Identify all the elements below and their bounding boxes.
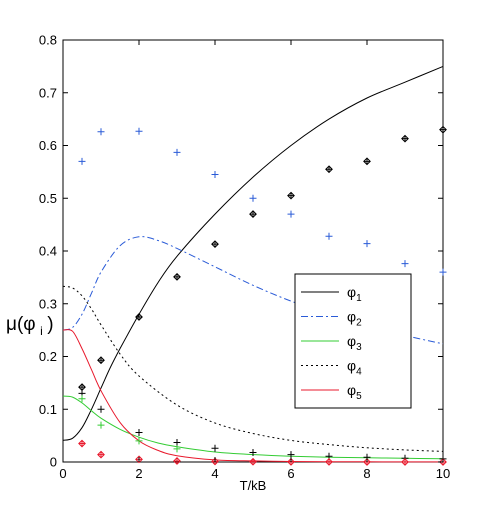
y-axis-label: μ(φ i )	[6, 314, 54, 339]
legend-entries: φ1 φ2 φ3 φ4 φ5	[301, 284, 362, 402]
data-point	[439, 268, 447, 276]
data-point	[78, 395, 86, 403]
data-point	[249, 457, 257, 466]
data-point	[249, 449, 257, 457]
data-point	[135, 313, 143, 321]
series-line-phi2	[62, 236, 444, 345]
data-point	[173, 272, 181, 281]
data-point	[211, 240, 219, 249]
data-point	[173, 445, 181, 453]
series-line-phi4	[62, 285, 444, 452]
legend-label-phi5: φ5	[347, 382, 362, 402]
series-line-phi5	[62, 329, 443, 463]
x-tick-label: 8	[363, 466, 370, 481]
data-point	[249, 194, 257, 202]
x-axis-ticks: 0 2 4 6 8 10	[59, 40, 450, 481]
y-tick-label: 0.2	[39, 349, 57, 364]
legend-label-phi1: φ1	[347, 284, 362, 304]
data-point	[211, 444, 219, 452]
phi1-diamond-markers	[78, 125, 447, 392]
y-axis-label-sub: i	[40, 324, 43, 338]
x-tick-label: 0	[59, 466, 66, 481]
series-line-phi1	[62, 65, 444, 441]
data-point	[173, 457, 181, 465]
x-axis-label: T/kB	[240, 478, 267, 493]
x-tick-label: 2	[135, 466, 142, 481]
x-tick-label: 4	[211, 466, 218, 481]
x-tick-label: 10	[436, 466, 450, 481]
data-point	[287, 210, 295, 218]
data-point	[325, 232, 333, 240]
x-tick-label: 6	[287, 466, 294, 481]
data-point	[249, 210, 257, 218]
data-point	[135, 127, 143, 135]
phi3-plus-markers	[78, 395, 181, 453]
series-line-phi3	[62, 395, 444, 460]
data-point	[97, 450, 105, 459]
data-point	[287, 191, 295, 200]
data-point	[78, 439, 86, 448]
y-tick-label: 0.3	[39, 296, 57, 311]
phi2-plus-markers	[78, 127, 447, 276]
data-point	[363, 240, 371, 248]
data-point	[363, 157, 371, 166]
data-point	[97, 421, 105, 429]
y-axis-label-main: μ(φ	[6, 314, 36, 335]
data-point	[211, 171, 219, 179]
data-point	[135, 428, 143, 436]
data-point	[401, 458, 409, 466]
data-point	[97, 405, 105, 413]
data-point	[173, 148, 181, 156]
y-tick-label: 0.6	[39, 138, 57, 153]
y-tick-label: 0.7	[39, 85, 57, 100]
legend-label-phi2: φ2	[347, 309, 362, 329]
data-point	[325, 165, 333, 174]
y-tick-label: 0	[50, 455, 57, 470]
data-point	[325, 457, 333, 466]
data-point	[401, 134, 409, 143]
legend-label-phi3: φ3	[347, 333, 362, 353]
y-tick-label: 0.1	[39, 402, 57, 417]
data-point	[97, 128, 105, 136]
data-point	[78, 157, 86, 165]
data-point	[135, 437, 143, 445]
y-axis-label-close: )	[47, 314, 53, 335]
data-point	[97, 356, 105, 365]
data-point	[439, 125, 447, 134]
y-axis-ticks: 0 0.1 0.2 0.3 0.4 0.5 0.6 0.7 0.8	[39, 33, 443, 470]
y-tick-label: 0.5	[39, 191, 57, 206]
y-tick-label: 0.4	[39, 244, 57, 259]
series-curves	[62, 65, 444, 463]
legend: φ1 φ2 φ3 φ4 φ5	[294, 273, 412, 409]
legend-label-phi4: φ4	[347, 358, 362, 378]
data-point	[287, 451, 295, 459]
data-point	[173, 438, 181, 446]
data-point	[401, 260, 409, 268]
y-tick-label: 0.8	[39, 33, 57, 48]
